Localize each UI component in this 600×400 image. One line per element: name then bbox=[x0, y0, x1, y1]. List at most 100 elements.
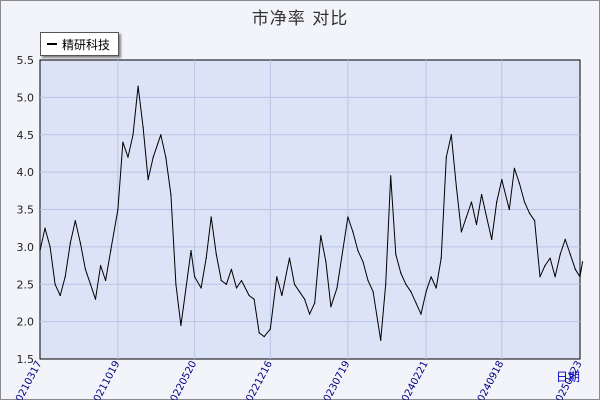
data-point bbox=[69, 242, 71, 244]
data-point bbox=[320, 235, 322, 237]
data-point bbox=[465, 216, 467, 218]
data-point bbox=[89, 283, 92, 285]
data-point bbox=[225, 283, 227, 285]
data-point bbox=[362, 261, 364, 263]
x-tick-label: 20221216 bbox=[241, 359, 275, 400]
data-point bbox=[336, 287, 338, 289]
data-point bbox=[54, 283, 56, 285]
y-tick-label: 4.0 bbox=[17, 166, 35, 179]
data-point bbox=[105, 279, 107, 282]
data-point bbox=[215, 253, 217, 255]
grid-lines bbox=[40, 60, 580, 359]
data-point bbox=[248, 294, 250, 297]
y-tick-label: 2.0 bbox=[17, 316, 35, 329]
data-point bbox=[486, 216, 488, 218]
data-point bbox=[152, 156, 154, 158]
data-point bbox=[420, 313, 422, 315]
data-point bbox=[544, 265, 546, 267]
data-point bbox=[445, 156, 447, 158]
legend: 精研科技 bbox=[40, 32, 120, 56]
data-point bbox=[574, 268, 576, 270]
data-point bbox=[110, 250, 112, 252]
data-point bbox=[180, 324, 182, 326]
data-point bbox=[281, 294, 283, 297]
data-point bbox=[496, 201, 498, 203]
data-point bbox=[460, 231, 462, 233]
data-point bbox=[372, 291, 374, 293]
data-point bbox=[481, 193, 483, 196]
series-line bbox=[39, 85, 583, 341]
x-tick-label: 20211019 bbox=[89, 359, 123, 400]
data-point bbox=[165, 156, 167, 158]
data-point bbox=[400, 272, 402, 274]
data-point bbox=[309, 313, 311, 315]
data-point bbox=[564, 238, 566, 240]
data-point bbox=[450, 134, 452, 136]
data-point bbox=[240, 279, 243, 282]
data-point bbox=[534, 220, 536, 222]
x-axis-label: 日期 bbox=[556, 370, 580, 384]
data-point bbox=[569, 253, 571, 255]
data-point bbox=[79, 242, 81, 244]
data-point bbox=[276, 276, 278, 278]
data-point bbox=[475, 223, 478, 226]
data-point bbox=[367, 279, 369, 282]
data-point bbox=[230, 268, 232, 270]
data-point bbox=[220, 279, 222, 282]
data-point bbox=[325, 261, 327, 263]
data-point bbox=[288, 257, 291, 259]
data-point bbox=[122, 141, 124, 143]
data-point bbox=[347, 216, 349, 218]
data-point bbox=[513, 167, 516, 169]
x-tick-label: 20240221 bbox=[397, 359, 431, 400]
data-point bbox=[293, 283, 296, 285]
data-point bbox=[44, 227, 46, 229]
data-point bbox=[210, 216, 212, 218]
data-point bbox=[554, 276, 556, 278]
data-point bbox=[395, 253, 397, 255]
x-tick-label: 20230719 bbox=[319, 359, 353, 400]
data-point bbox=[269, 328, 271, 330]
data-point bbox=[142, 126, 144, 128]
data-point bbox=[94, 298, 97, 300]
data-point bbox=[185, 287, 187, 289]
y-tick-label: 2.5 bbox=[17, 278, 35, 291]
data-point bbox=[137, 85, 139, 87]
data-point bbox=[84, 268, 86, 270]
y-tick-label: 3.5 bbox=[17, 204, 35, 217]
data-point bbox=[491, 238, 493, 240]
data-point bbox=[410, 291, 412, 293]
data-point bbox=[330, 306, 332, 308]
data-point bbox=[380, 339, 382, 341]
data-point bbox=[435, 287, 437, 289]
data-point bbox=[385, 283, 387, 285]
x-axis-ticks: 20210317 20211019 20220520 20221216 20230719… bbox=[11, 359, 585, 400]
data-point bbox=[127, 156, 129, 158]
legend-series-label: 精研科技 bbox=[62, 37, 111, 52]
data-point bbox=[59, 294, 61, 297]
data-point bbox=[579, 276, 581, 278]
data-point bbox=[415, 302, 417, 304]
data-point bbox=[160, 134, 162, 136]
legend-line-swatch bbox=[47, 43, 57, 45]
data-point bbox=[470, 201, 473, 203]
data-point bbox=[304, 298, 306, 300]
y-tick-label: 5.0 bbox=[17, 91, 35, 104]
data-point bbox=[528, 212, 531, 214]
y-tick-label: 5.5 bbox=[17, 54, 35, 67]
data-point bbox=[64, 276, 66, 278]
data-point bbox=[430, 276, 432, 278]
data-point bbox=[190, 250, 192, 252]
data-point bbox=[258, 332, 260, 334]
data-point bbox=[39, 250, 41, 252]
data-point bbox=[205, 257, 207, 259]
data-point bbox=[559, 253, 561, 255]
data-point bbox=[501, 179, 503, 181]
data-point bbox=[352, 231, 354, 233]
data-point bbox=[549, 257, 551, 259]
data-point bbox=[100, 265, 102, 267]
y-axis-ticks: 1.5 2.0 2.5 3.0 3.5 4.0 4.5 5.0 5.5 bbox=[17, 54, 35, 366]
data-point bbox=[147, 179, 149, 181]
data-point bbox=[200, 287, 202, 289]
